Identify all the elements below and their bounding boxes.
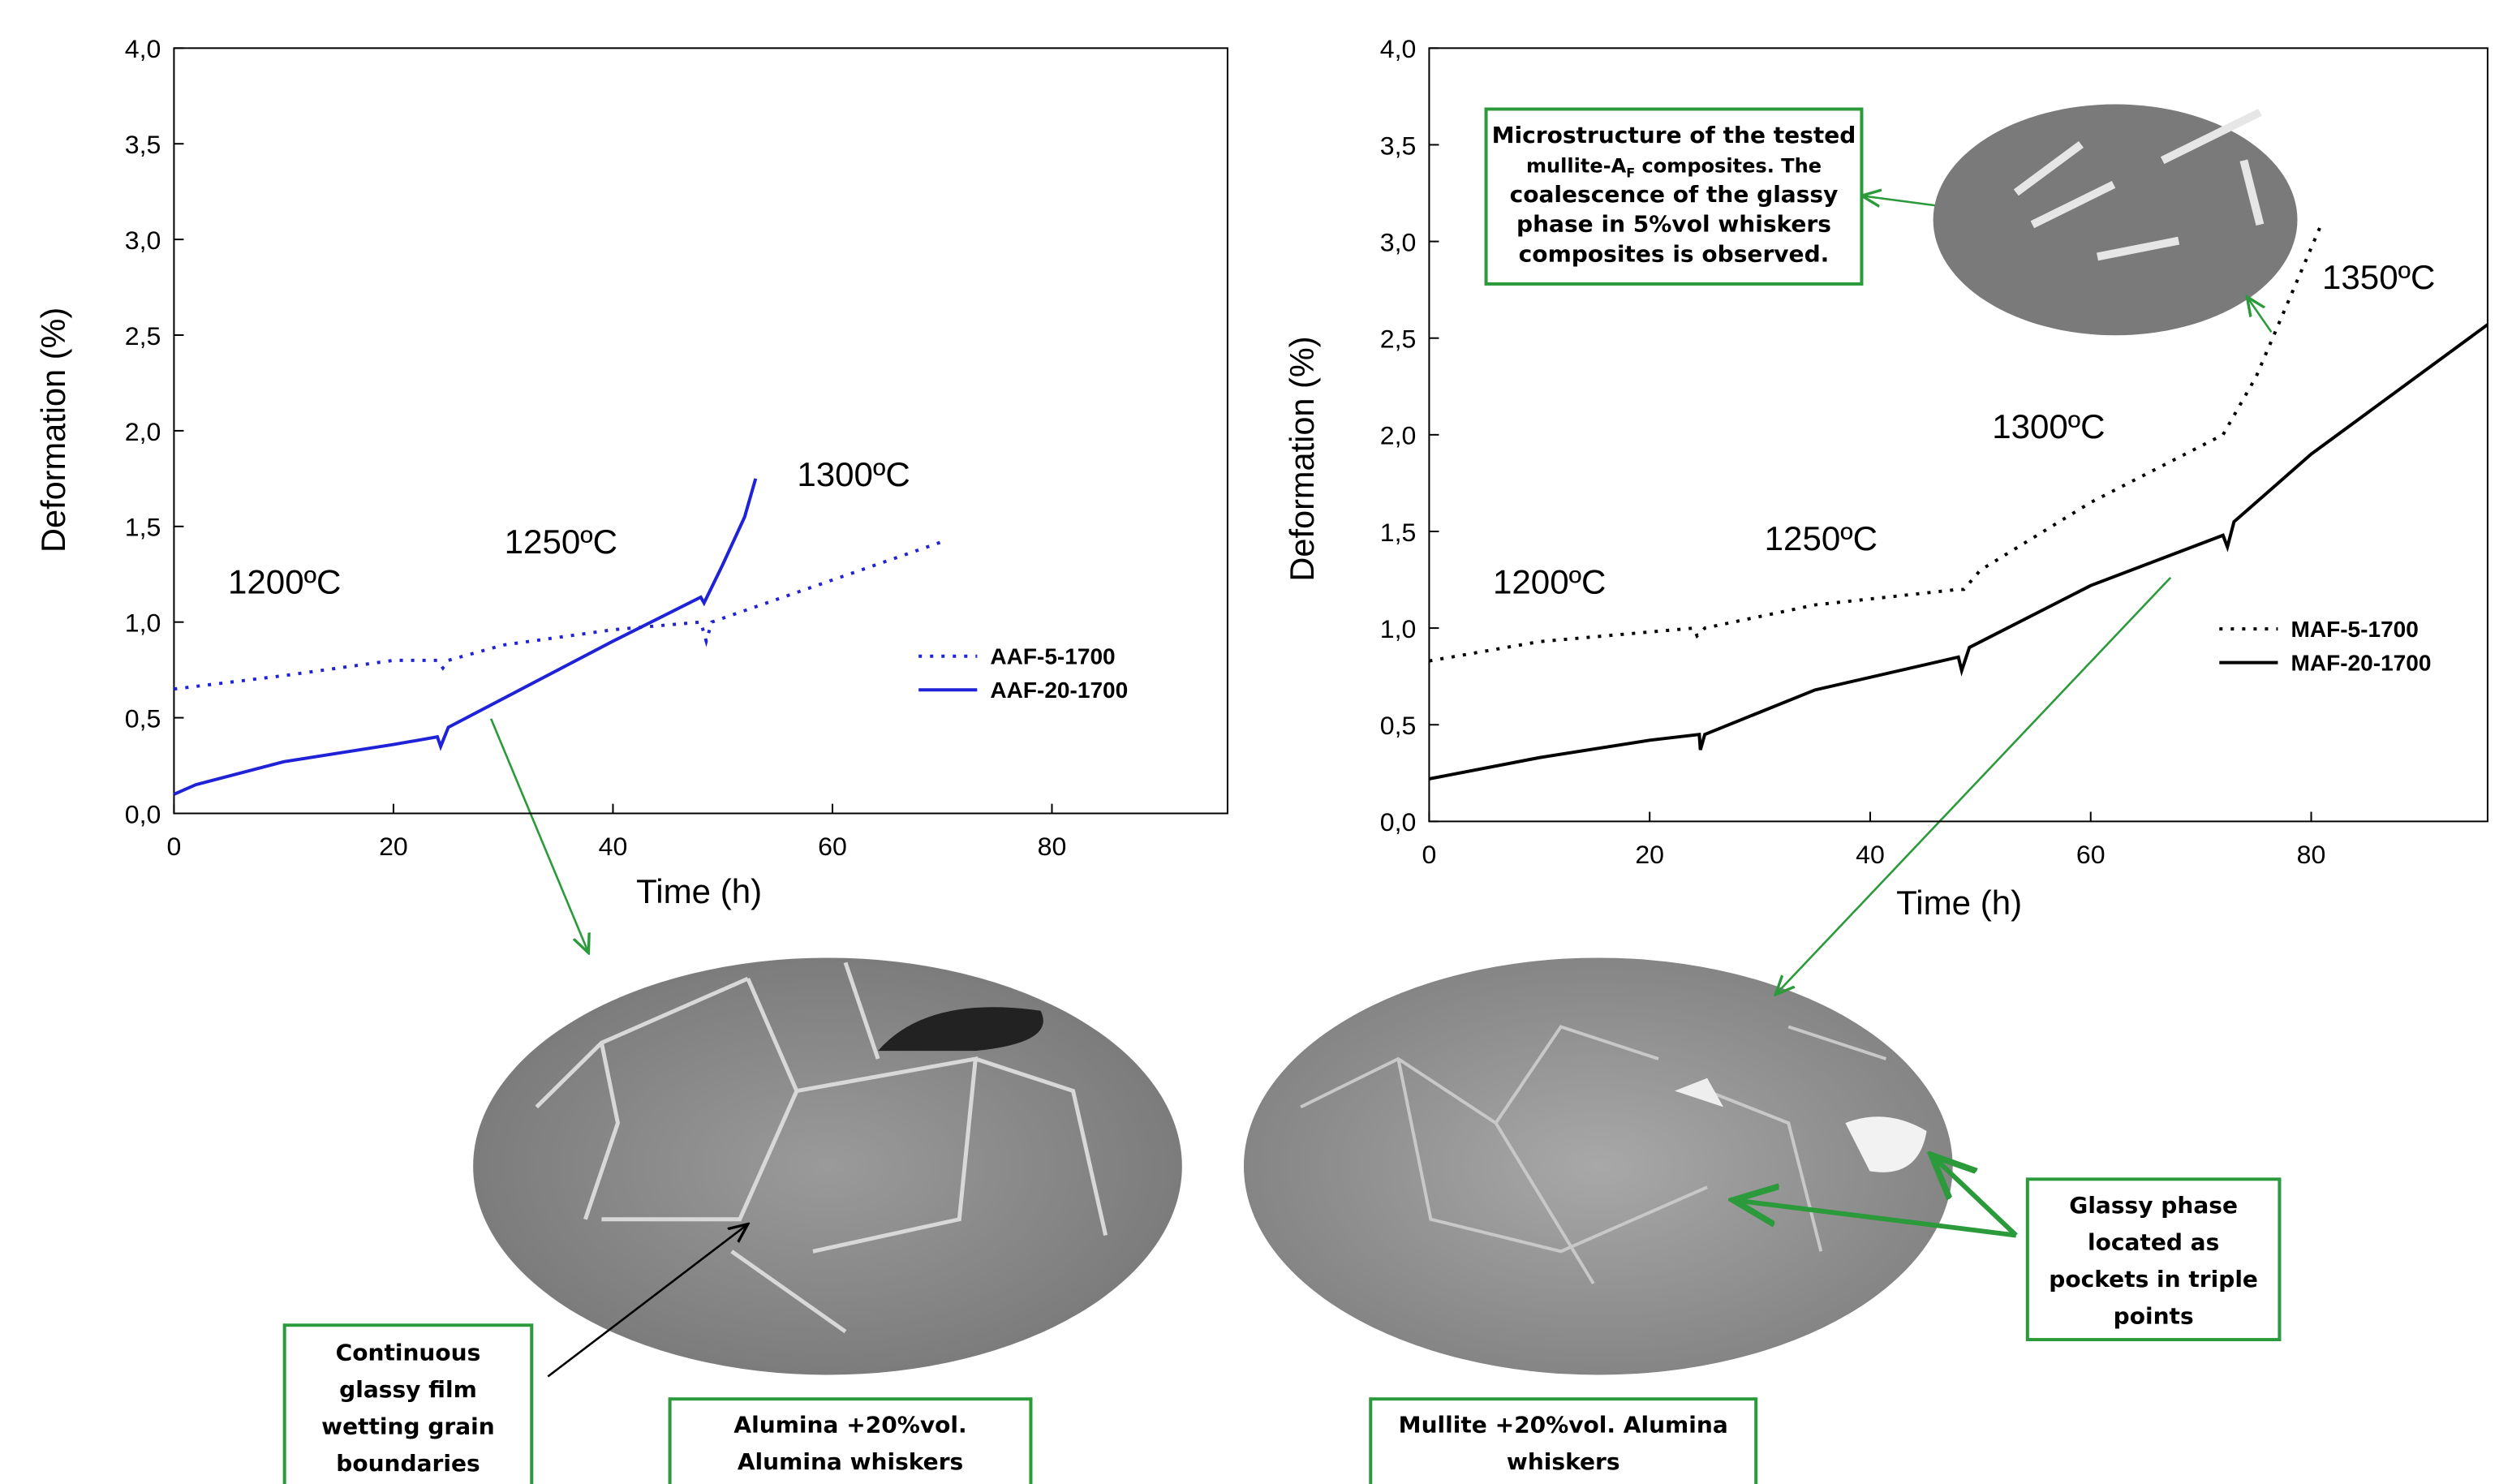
y-tick-label: 2,5: [1380, 325, 1417, 354]
legend-label: AAF-5-1700: [990, 644, 1115, 669]
note-text: Alumina +20%vol.: [733, 1412, 966, 1439]
micrograph: [1933, 105, 2298, 336]
y-tick-label: 0,0: [1380, 807, 1417, 837]
temperature-label: 1200ºC: [228, 563, 341, 601]
note-text: located as: [2088, 1228, 2219, 1255]
y-tick-label: 0,5: [125, 704, 161, 733]
note-text: Alumina whiskers: [738, 1448, 963, 1475]
legend-label: MAF-20-1700: [2290, 651, 2431, 676]
note-text: coalescence of the glassy: [1510, 181, 1839, 208]
x-tick-label: 60: [2076, 840, 2106, 869]
note-text: pockets in triple: [2049, 1266, 2258, 1293]
y-tick-label: 0,5: [1380, 711, 1417, 740]
y-tick-label: 3,5: [125, 130, 161, 159]
x-tick-label: 60: [818, 832, 847, 861]
y-tick-label: 4,0: [125, 34, 161, 63]
y-tick-label: 1,5: [125, 513, 161, 542]
x-tick-label: 0: [1422, 840, 1436, 869]
x-tick-label: 0: [166, 832, 181, 861]
note-text: Microstructure of the tested: [1492, 122, 1856, 148]
y-tick-label: 0,0: [125, 800, 161, 829]
note-text: phase in 5%vol whiskers: [1516, 211, 1831, 238]
x-tick-label: 40: [599, 832, 628, 861]
arrow: [1861, 196, 1934, 205]
note-text: wetting grain: [321, 1413, 495, 1440]
arrow: [491, 719, 588, 953]
note-text-part: composites. The: [1635, 155, 1822, 178]
x-tick-label: 20: [1635, 840, 1664, 869]
temperature-label: 1350ºC: [2322, 258, 2435, 296]
y-tick-label: 1,0: [125, 609, 161, 638]
figure: 0,0 0,5 1,0 1,5 2,0 2,5 3,0 3,5 4,0 0 20 40 60 80 Time…: [0, 0, 2512, 1484]
series-line: [1429, 325, 2488, 779]
note-text: boundaries: [336, 1450, 480, 1477]
temperature-label: 1300ºC: [797, 455, 910, 493]
temperature-label: 1200ºC: [1493, 563, 1606, 601]
legend-label: MAF-5-1700: [2290, 617, 2418, 642]
arrow: [1775, 578, 2170, 995]
y-axis-label: Deformation (%): [1283, 336, 1321, 581]
y-tick-label: 1,0: [1380, 614, 1417, 643]
temperature-label: 1250ºC: [505, 523, 617, 561]
note-text: Mullite +20%vol. Alumina: [1399, 1412, 1728, 1439]
note-text: composites is observed.: [1519, 240, 1830, 267]
temperature-label: 1300ºC: [1992, 407, 2105, 445]
arrow: [2247, 297, 2271, 333]
x-tick-label: 40: [1856, 840, 1885, 869]
note-text: points: [2114, 1302, 2194, 1329]
y-tick-label: 1,5: [1380, 518, 1417, 547]
note-text: whiskers: [1507, 1448, 1620, 1475]
x-axis-label: Time (h): [636, 872, 762, 910]
micrograph: [1244, 957, 1953, 1374]
y-tick-label: 3,0: [1380, 228, 1417, 257]
x-tick-label: 80: [2297, 840, 2326, 869]
temperature-label: 1250ºC: [1765, 519, 1878, 557]
y-axis-label: Deformation (%): [34, 308, 72, 553]
y-tick-label: 3,0: [125, 226, 161, 255]
note-text-part: mullite-A: [1526, 155, 1627, 178]
note-text: Glassy phase: [2069, 1192, 2238, 1219]
note-text: mullite-AF composites. The: [1526, 155, 1822, 181]
page: 0,0 0,5 1,0 1,5 2,0 2,5 3,0 3,5 4,0 0 20 40 60 80 Time…: [0, 0, 2512, 1484]
subscript: F: [1626, 166, 1635, 181]
y-tick-label: 2,0: [125, 417, 161, 446]
y-tick-label: 2,0: [1380, 421, 1417, 450]
x-tick-label: 80: [1038, 832, 1067, 861]
y-tick-label: 4,0: [1380, 34, 1417, 63]
note-text: glassy film: [339, 1376, 477, 1403]
legend-label: AAF-20-1700: [990, 677, 1128, 703]
x-axis-label: Time (h): [1896, 884, 2022, 922]
x-tick-label: 20: [379, 832, 408, 861]
series-line: [174, 479, 755, 794]
note-text: Continuous: [336, 1340, 481, 1366]
y-tick-label: 2,5: [125, 321, 161, 351]
micrograph: [473, 957, 1182, 1374]
y-tick-label: 3,5: [1380, 131, 1417, 161]
